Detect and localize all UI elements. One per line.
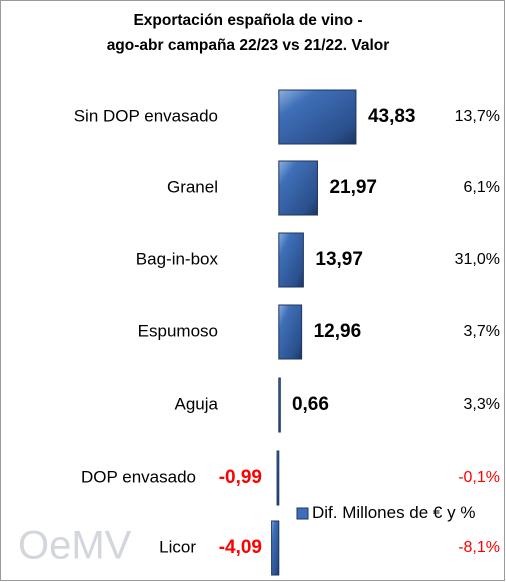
value-label: 0,66 xyxy=(292,394,329,415)
category-label: Sin DOP envasado xyxy=(74,106,218,125)
value-label: -4,09 xyxy=(219,537,262,558)
bar xyxy=(278,304,303,360)
percentage-label: 6,1% xyxy=(464,179,500,196)
category-label: Licor xyxy=(159,537,196,556)
category-label: DOP envasado xyxy=(81,467,196,486)
value-label: 13,97 xyxy=(315,249,363,270)
legend-swatch xyxy=(296,507,309,520)
percentage-label: 3,3% xyxy=(464,396,500,413)
category-label: Bag-in-box xyxy=(136,249,219,268)
category-label: Granel xyxy=(167,177,218,196)
bar xyxy=(278,377,281,433)
bar xyxy=(271,520,280,576)
value-label: 12,96 xyxy=(314,321,362,342)
bar xyxy=(278,160,318,216)
bar xyxy=(278,89,357,145)
chart-title-line-1: Exportación española de vino - xyxy=(133,12,362,29)
bar xyxy=(278,232,304,288)
percentage-label: 31,0% xyxy=(455,251,500,268)
percentage-label: 13,7% xyxy=(455,108,500,125)
percentage-label: 3,7% xyxy=(464,323,500,340)
category-label: Espumoso xyxy=(138,321,218,340)
watermark: OeMV xyxy=(18,524,132,568)
value-label: 43,83 xyxy=(368,106,416,127)
value-label: -0,99 xyxy=(219,467,262,488)
percentage-label: -8,1% xyxy=(458,539,500,556)
legend-label: Dif. Millones de € y % xyxy=(312,503,476,522)
category-label: Aguja xyxy=(175,394,219,413)
bar xyxy=(276,450,280,506)
value-label: 21,97 xyxy=(329,177,377,198)
chart-title-line-2: ago-abr campaña 22/23 vs 21/22. Valor xyxy=(107,37,390,54)
percentage-label: -0,1% xyxy=(458,469,500,486)
